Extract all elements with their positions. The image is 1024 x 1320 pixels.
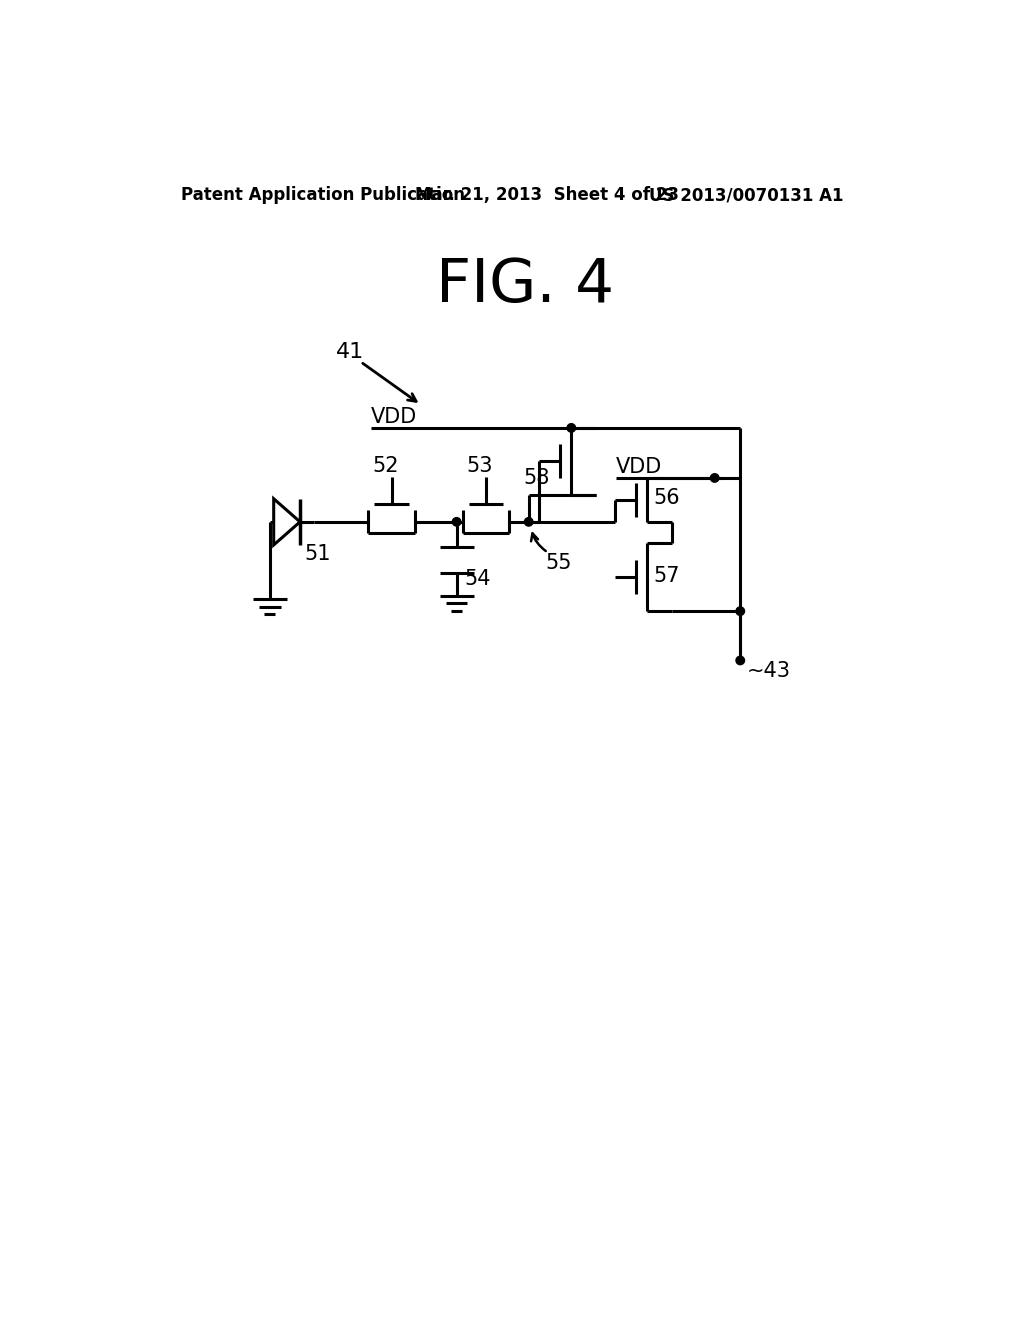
- Circle shape: [567, 424, 575, 432]
- Circle shape: [736, 607, 744, 615]
- Text: 41: 41: [336, 342, 364, 363]
- Circle shape: [524, 517, 532, 527]
- Text: VDD: VDD: [616, 457, 663, 477]
- Text: 51: 51: [304, 544, 331, 564]
- Text: US 2013/0070131 A1: US 2013/0070131 A1: [649, 186, 844, 205]
- Text: ~43: ~43: [746, 661, 791, 681]
- Circle shape: [736, 656, 744, 665]
- Text: 53: 53: [467, 457, 494, 477]
- Text: FIG. 4: FIG. 4: [436, 256, 613, 315]
- Circle shape: [453, 517, 461, 527]
- Circle shape: [711, 474, 719, 482]
- Text: 57: 57: [653, 566, 680, 586]
- Text: 56: 56: [653, 488, 680, 508]
- Text: Patent Application Publication: Patent Application Publication: [180, 186, 465, 205]
- Text: 54: 54: [464, 569, 490, 589]
- Text: VDD: VDD: [371, 407, 417, 428]
- Text: 55: 55: [545, 553, 571, 573]
- Text: 58: 58: [523, 469, 550, 488]
- Text: 52: 52: [372, 457, 398, 477]
- Text: Mar. 21, 2013  Sheet 4 of 23: Mar. 21, 2013 Sheet 4 of 23: [415, 186, 679, 205]
